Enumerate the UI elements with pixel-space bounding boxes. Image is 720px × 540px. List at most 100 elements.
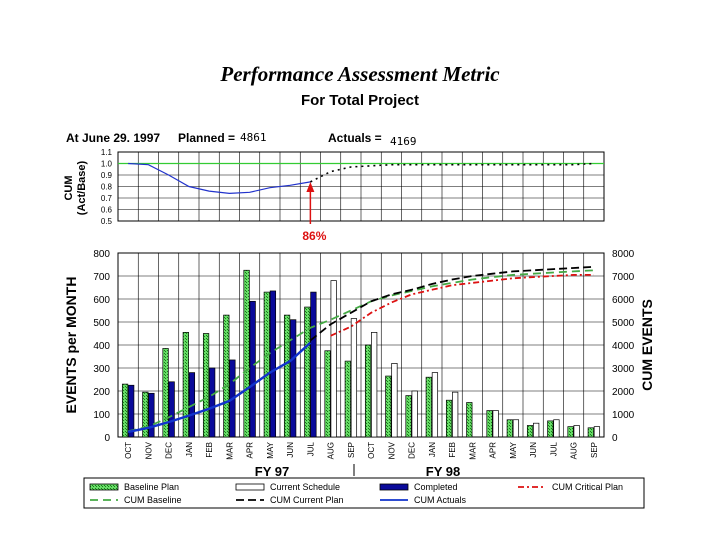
legend-label: CUM Current Plan (270, 495, 344, 505)
bar-baseline-plan (385, 375, 392, 438)
month-label: AUG (570, 442, 579, 459)
bar-current-schedule (350, 318, 358, 438)
bar-current-schedule (330, 280, 337, 438)
bar-completed (310, 291, 317, 438)
right-tick-label: 5000 (612, 318, 635, 329)
bar-completed (148, 392, 155, 438)
month-label: MAR (468, 442, 477, 460)
bar-completed (128, 384, 135, 438)
line-cum-current-plan (309, 265, 594, 342)
month-label: OCT (124, 442, 133, 459)
bar-baseline-plan (364, 344, 372, 438)
right-tick-label: 7000 (612, 272, 635, 283)
legend-label: Baseline Plan (124, 482, 179, 492)
month-label: JUN (286, 442, 295, 458)
legend-swatch (379, 483, 409, 491)
month-label: JAN (428, 442, 437, 457)
fiscal-year-label: FY 97 (255, 464, 289, 479)
bar-current-schedule (452, 391, 459, 438)
legend-label: Completed (414, 482, 458, 492)
month-label: SEP (590, 442, 599, 458)
bar-current-schedule (431, 372, 439, 438)
month-label: FEB (448, 442, 457, 458)
actuals-value: 4169 (390, 135, 417, 148)
bar-baseline-plan (445, 399, 453, 438)
month-label: NOV (387, 441, 396, 459)
status-date: At June 29. 1997 (66, 131, 160, 145)
bar-baseline-plan (506, 419, 513, 438)
line-cum-actuals (127, 341, 312, 434)
ratio-tick-label: 0.9 (101, 171, 113, 180)
month-label: OCT (367, 442, 376, 459)
month-label: JUL (549, 441, 558, 456)
chart-title: Performance Assessment Metric (220, 62, 500, 86)
ratio-actual-line (128, 162, 311, 195)
callout-arrow-head (306, 182, 315, 192)
month-label: SEP (347, 442, 356, 458)
bar-baseline-plan (405, 395, 412, 438)
month-label: APR (246, 442, 255, 459)
ratio-tick-label: 1.0 (101, 160, 113, 169)
planned-value: 4861 (240, 131, 267, 144)
legend-label: Current Schedule (270, 482, 340, 492)
right-tick-label: 3000 (612, 364, 635, 375)
bar-baseline-plan (344, 360, 351, 438)
bar-baseline-plan (324, 350, 331, 438)
bar-current-schedule (573, 425, 580, 438)
line-cum-baseline (127, 269, 594, 433)
ratio-tick-label: 0.8 (101, 183, 113, 192)
bar-baseline-plan (547, 420, 554, 438)
legend-label: CUM Critical Plan (552, 482, 623, 492)
bar-baseline-plan (142, 391, 149, 438)
legend-box (83, 477, 645, 509)
planned-label: Planned = (178, 131, 235, 145)
bar-completed (249, 300, 256, 438)
bar-baseline-plan (526, 425, 534, 438)
right-tick-label: 1000 (612, 410, 635, 421)
ratio-axis-label-line: CUM (63, 175, 75, 200)
left-tick-label: 200 (93, 387, 110, 398)
bar-current-schedule (411, 390, 418, 438)
month-label: JUL (306, 441, 315, 456)
month-label: APR (489, 442, 498, 459)
bar-baseline-plan (425, 376, 432, 438)
month-label: JAN (185, 442, 194, 457)
left-tick-label: 800 (93, 249, 110, 260)
bar-baseline-plan (121, 383, 129, 438)
ratio-tick-label: 1.1 (101, 148, 113, 157)
ratio-tick-label: 0.6 (101, 206, 113, 215)
bar-baseline-plan (223, 314, 230, 438)
bar-completed (290, 319, 297, 438)
month-label: DEC (165, 442, 174, 459)
bar-completed (209, 367, 216, 438)
ratio-projection-line (310, 162, 594, 183)
chart-subtitle: For Total Project (300, 92, 420, 109)
legend-label: CUM Baseline (124, 495, 182, 505)
bar-baseline-plan (283, 314, 291, 438)
month-label: AUG (327, 442, 336, 459)
left-tick-label: 300 (93, 364, 110, 375)
legend-label: CUM Actuals (414, 495, 467, 505)
ratio-tick-label: 0.5 (101, 217, 113, 226)
bar-baseline-plan (162, 348, 169, 438)
bar-baseline-plan (182, 332, 189, 438)
bar-baseline-plan (263, 291, 270, 438)
ratio-axis-label: CUM(Act/Base) (63, 160, 88, 215)
month-label: NOV (144, 441, 153, 459)
left-tick-label: 0 (104, 433, 110, 444)
legend-swatch (89, 483, 119, 491)
month-label: JUN (529, 442, 538, 458)
bar-current-schedule (593, 426, 601, 438)
legend-swatch (235, 483, 265, 491)
left-tick-label: 100 (93, 410, 110, 421)
bar-current-schedule (391, 363, 398, 438)
bar-completed (269, 290, 277, 438)
right-axis-label: CUM EVENTS (639, 299, 655, 391)
bar-current-schedule (371, 332, 378, 438)
bar-current-schedule (533, 422, 540, 438)
bar-baseline-plan (202, 333, 210, 438)
bar-baseline-plan (567, 426, 574, 438)
month-label: MAY (509, 441, 518, 458)
ratio-axis-label-line: (Act/Base) (76, 160, 88, 215)
